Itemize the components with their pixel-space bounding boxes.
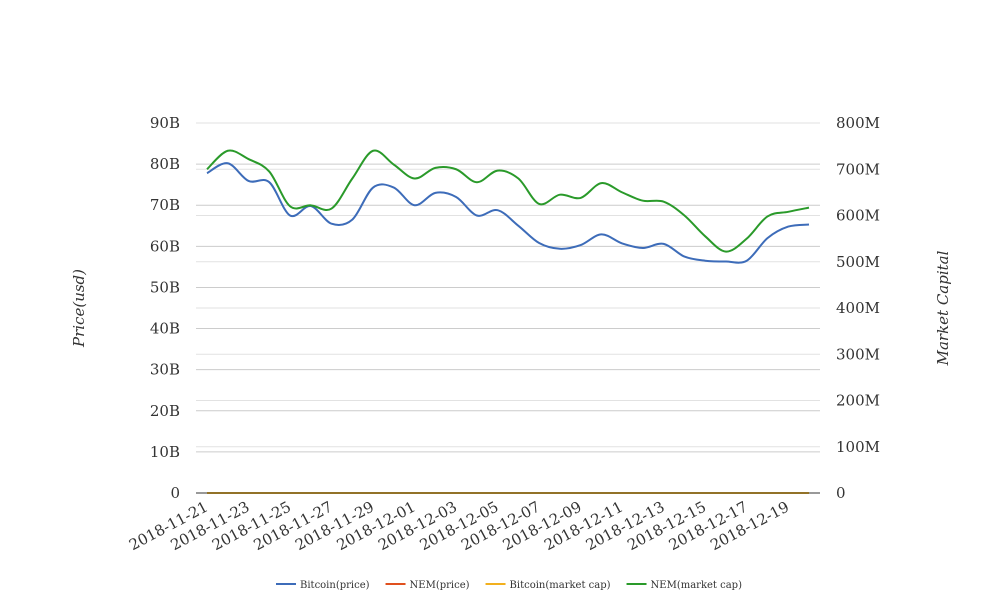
legend-item[interactable]: Bitcoin(market cap) bbox=[485, 580, 611, 591]
y-right-tick-label: 400M bbox=[836, 299, 880, 317]
y-left-tick-label: 80B bbox=[150, 155, 180, 173]
legend-item[interactable]: NEM(price) bbox=[385, 580, 470, 591]
y-left-tick-label: 40B bbox=[150, 320, 180, 338]
grid-lines bbox=[196, 122, 820, 494]
y-left-tick-label: 60B bbox=[150, 237, 180, 255]
y-right-tick-label: 500M bbox=[836, 253, 880, 271]
legend-item[interactable]: Bitcoin(price) bbox=[276, 580, 370, 591]
y-right-tick-label: 600M bbox=[836, 207, 880, 225]
legend-item[interactable]: NEM(market cap) bbox=[626, 580, 743, 591]
y-right-tick-label: 800M bbox=[836, 114, 880, 132]
y-right-tick-label: 200M bbox=[836, 392, 880, 410]
axes: 0 10B 20B 30B 40B 50B 60B 70B 80B 90B 0 100M 200M 300… bbox=[126, 114, 880, 554]
legend-label: NEM(market cap) bbox=[651, 580, 743, 591]
y-right-tick-label: 700M bbox=[836, 160, 880, 178]
legend-label: Bitcoin(market cap) bbox=[510, 580, 611, 591]
y-right-tick-label: 100M bbox=[836, 438, 880, 456]
series-lines bbox=[206, 149, 810, 495]
y-left-tick-label: 10B bbox=[150, 443, 180, 461]
y-right-tick-label: 300M bbox=[836, 345, 880, 363]
y-left-tick-label: 0 bbox=[170, 484, 180, 502]
y-left-tick-label: 90B bbox=[150, 114, 180, 132]
y-right-tick-label: 0 bbox=[836, 484, 846, 502]
legend: Bitcoin(price) NEM(price) Bitcoin(market c… bbox=[276, 580, 742, 591]
y-axis-right-title: Market Capital bbox=[934, 250, 952, 366]
y-axis-left-title: Price(usd) bbox=[70, 269, 88, 348]
legend-label: Bitcoin(price) bbox=[300, 580, 370, 591]
legend-label: NEM(price) bbox=[410, 580, 470, 591]
y-left-tick-label: 70B bbox=[150, 196, 180, 214]
y-left-tick-label: 30B bbox=[150, 361, 180, 379]
series-line-nem-market-cap bbox=[206, 149, 810, 253]
y-left-tick-label: 20B bbox=[150, 402, 180, 420]
y-left-tick-label: 50B bbox=[150, 278, 180, 296]
